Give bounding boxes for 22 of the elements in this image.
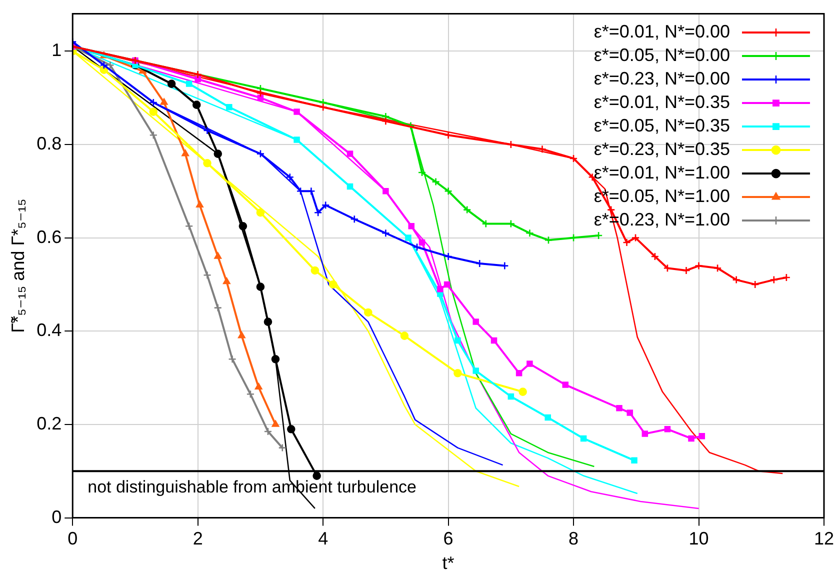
y-axis-title: Γ̃*₅₋₁₅ and Γ*₅₋₁₅ xyxy=(8,198,28,333)
x-tick-label: 8 xyxy=(568,528,579,549)
y-tick-label: 0.6 xyxy=(36,226,62,247)
legend-label: ε*=0.01, N*=0.00 xyxy=(594,22,730,42)
x-axis-title: t* xyxy=(442,553,454,574)
x-tick-label: 12 xyxy=(814,528,834,549)
x-tick-label: 4 xyxy=(318,528,328,549)
legend-label: ε*=0.01, N*=1.00 xyxy=(594,162,730,183)
y-tick-label: 1 xyxy=(52,40,62,60)
x-tick-label: 10 xyxy=(688,528,709,549)
x-tick-label: 2 xyxy=(192,528,203,549)
legend-label: ε*=0.05, N*=0.00 xyxy=(594,45,730,66)
legend-label: ε*=0.01, N*=0.35 xyxy=(594,92,730,112)
legend-label: ε*=0.23, N*=0.00 xyxy=(594,68,730,89)
x-tick-label: 6 xyxy=(443,528,454,549)
y-tick-label: 0.4 xyxy=(36,320,62,340)
legend-label: ε*=0.23, N*=0.35 xyxy=(594,139,730,160)
x-tick-label: 0 xyxy=(68,528,78,549)
y-tick-label: 0.2 xyxy=(36,413,62,434)
y-tick-label: 0.8 xyxy=(36,133,62,154)
legend-label: ε*=0.05, N*=0.35 xyxy=(594,116,730,136)
y-tick-label: 0 xyxy=(52,506,62,527)
